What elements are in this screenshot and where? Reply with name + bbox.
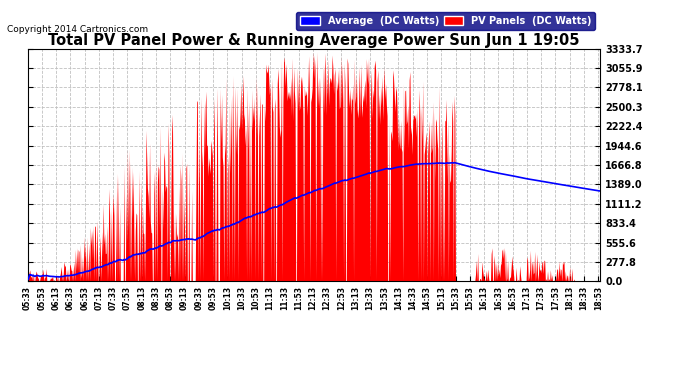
Text: Copyright 2014 Cartronics.com: Copyright 2014 Cartronics.com (7, 25, 148, 34)
Legend: Average  (DC Watts), PV Panels  (DC Watts): Average (DC Watts), PV Panels (DC Watts) (297, 12, 595, 30)
Title: Total PV Panel Power & Running Average Power Sun Jun 1 19:05: Total PV Panel Power & Running Average P… (48, 33, 580, 48)
